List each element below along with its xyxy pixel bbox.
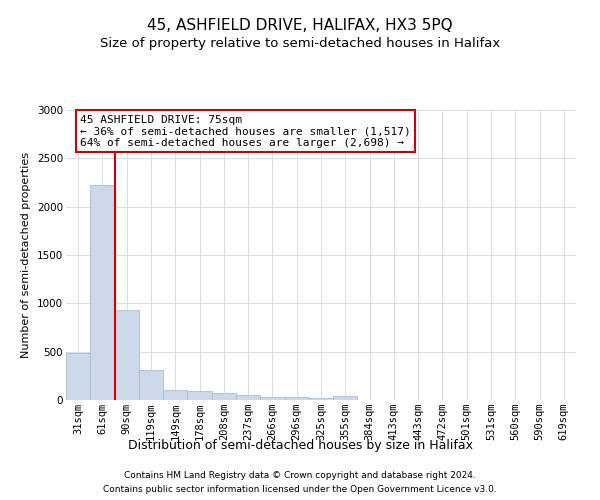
Text: Distribution of semi-detached houses by size in Halifax: Distribution of semi-detached houses by …	[128, 438, 473, 452]
Text: 45 ASHFIELD DRIVE: 75sqm
← 36% of semi-detached houses are smaller (1,517)
64% o: 45 ASHFIELD DRIVE: 75sqm ← 36% of semi-d…	[80, 115, 411, 148]
Bar	[236, 395, 260, 400]
Bar	[333, 396, 358, 400]
Bar	[163, 390, 187, 400]
Text: 45, ASHFIELD DRIVE, HALIFAX, HX3 5PQ: 45, ASHFIELD DRIVE, HALIFAX, HX3 5PQ	[147, 18, 453, 32]
Y-axis label: Number of semi-detached properties: Number of semi-detached properties	[22, 152, 31, 358]
Bar	[212, 393, 236, 400]
Bar	[139, 370, 163, 400]
Text: Contains HM Land Registry data © Crown copyright and database right 2024.: Contains HM Land Registry data © Crown c…	[124, 472, 476, 480]
Bar	[284, 397, 309, 400]
Bar	[260, 397, 284, 400]
Bar	[187, 392, 212, 400]
Bar	[115, 310, 139, 400]
Bar	[90, 186, 115, 400]
Text: Contains public sector information licensed under the Open Government Licence v3: Contains public sector information licen…	[103, 484, 497, 494]
Text: Size of property relative to semi-detached houses in Halifax: Size of property relative to semi-detach…	[100, 38, 500, 51]
Bar	[66, 352, 90, 400]
Bar	[309, 398, 333, 400]
